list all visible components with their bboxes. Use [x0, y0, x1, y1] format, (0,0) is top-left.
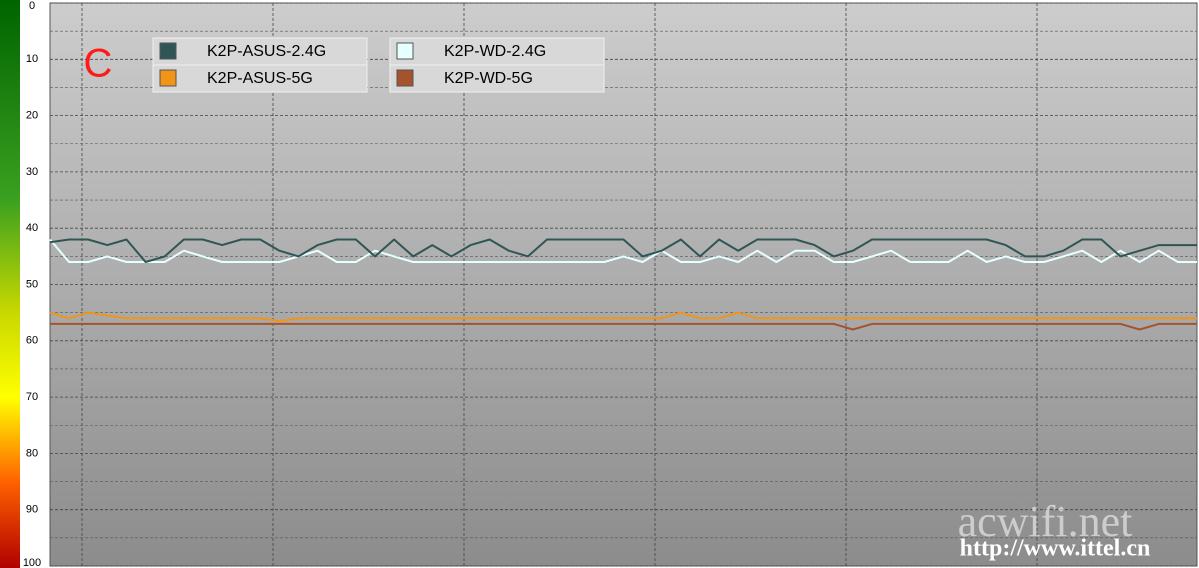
watermark: http://www.ittel.cn [960, 536, 1151, 562]
legend-label: K2P-ASUS-5G [207, 70, 313, 87]
panel-mark: C [84, 42, 113, 86]
y-tick-label: 0 [29, 0, 35, 12]
legend-item [389, 37, 605, 66]
series-line [49, 238, 1197, 263]
y-tick-label: 70 [26, 391, 38, 403]
y-tick-label: 20 [26, 110, 38, 122]
y-tick-label: 80 [26, 447, 38, 459]
y-tick-label: 100 [23, 557, 41, 568]
series-line [49, 311, 1197, 323]
y-tick-label: 90 [26, 504, 38, 516]
legend-swatch [159, 69, 177, 87]
y-tick-label: 60 [26, 335, 38, 347]
y-tick-label: 30 [26, 166, 38, 178]
series-line [49, 238, 1197, 263]
y-tick-label: 50 [26, 278, 38, 290]
series-line [50, 322, 1197, 331]
legend-item [152, 37, 368, 66]
legend-item [152, 64, 368, 93]
legend-label: K2P-ASUS-2.4G [207, 43, 326, 60]
y-tick-label: 10 [26, 53, 38, 65]
strength-scale [0, 0, 20, 568]
legend-swatch [396, 69, 414, 87]
legend-swatch [159, 42, 177, 60]
y-tick-label: 40 [26, 222, 38, 234]
legend-item [389, 64, 605, 93]
legend-label: K2P-WD-2.4G [444, 43, 546, 60]
legend-label: K2P-WD-5G [444, 70, 533, 87]
legend-swatch [396, 42, 414, 60]
watermark: acwifi.net [958, 497, 1133, 546]
